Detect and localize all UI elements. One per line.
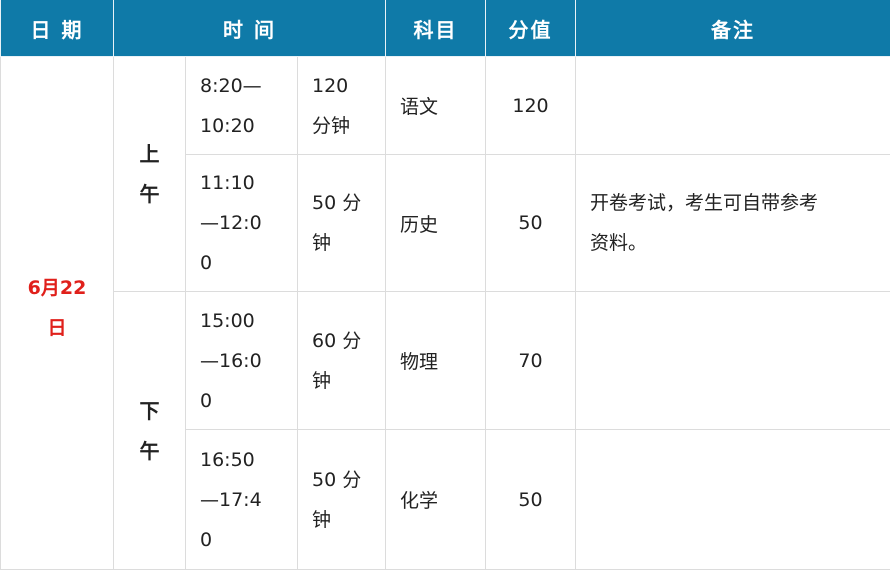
header-time: 时 间 — [114, 0, 386, 57]
duration-cell: 50 分钟 — [298, 155, 386, 292]
afternoon-cell: 下 午 — [114, 292, 186, 570]
header-score: 分值 — [486, 0, 576, 57]
half-line: 下 — [114, 391, 185, 431]
duration-line: 50 分 — [312, 183, 385, 223]
half-line: 午 — [114, 431, 185, 471]
duration-line: 钟 — [312, 361, 385, 401]
duration-line: 60 分 — [312, 321, 385, 361]
time-line: 0 — [200, 243, 297, 283]
score-cell: 50 — [486, 155, 576, 292]
time-cell: 8:20—10:20 — [186, 57, 298, 155]
time-line: —16:0 — [200, 341, 297, 381]
time-line: 15:00 — [200, 301, 297, 341]
score-cell: 70 — [486, 292, 576, 430]
duration-line: 50 分 — [312, 460, 385, 500]
morning-cell: 上 午 — [114, 57, 186, 292]
duration-line: 120 — [312, 66, 385, 106]
note-cell — [576, 292, 890, 430]
time-line: 11:10 — [200, 163, 297, 203]
time-line: —12:0 — [200, 203, 297, 243]
time-line: 10:20 — [200, 106, 297, 146]
header-date: 日 期 — [1, 0, 114, 57]
time-line: 0 — [200, 520, 297, 560]
half-line: 午 — [114, 174, 185, 214]
subject-cell: 语文 — [386, 57, 486, 155]
date-cell: 6月22 日 — [1, 57, 114, 570]
subject-cell: 物理 — [386, 292, 486, 430]
duration-line: 分钟 — [312, 106, 385, 146]
duration-cell: 60 分钟 — [298, 292, 386, 430]
header-row: 日 期 时 间 科目 分值 备注 — [1, 0, 890, 57]
date-line: 日 — [1, 308, 113, 348]
date-line: 6月22 — [1, 268, 113, 308]
note-cell: 开卷考试，考生可自带参考资料。 — [576, 155, 890, 292]
subject-cell: 历史 — [386, 155, 486, 292]
duration-line: 钟 — [312, 223, 385, 263]
time-line: 16:50 — [200, 440, 297, 480]
note-line: 资料。 — [590, 223, 890, 263]
half-line: 上 — [114, 134, 185, 174]
header-note: 备注 — [576, 0, 890, 57]
note-line: 开卷考试，考生可自带参考 — [590, 183, 890, 223]
header-subject: 科目 — [386, 0, 486, 57]
time-line: 0 — [200, 381, 297, 421]
score-cell: 120 — [486, 57, 576, 155]
time-line: 8:20— — [200, 66, 297, 106]
note-cell — [576, 57, 890, 155]
duration-line: 钟 — [312, 500, 385, 540]
